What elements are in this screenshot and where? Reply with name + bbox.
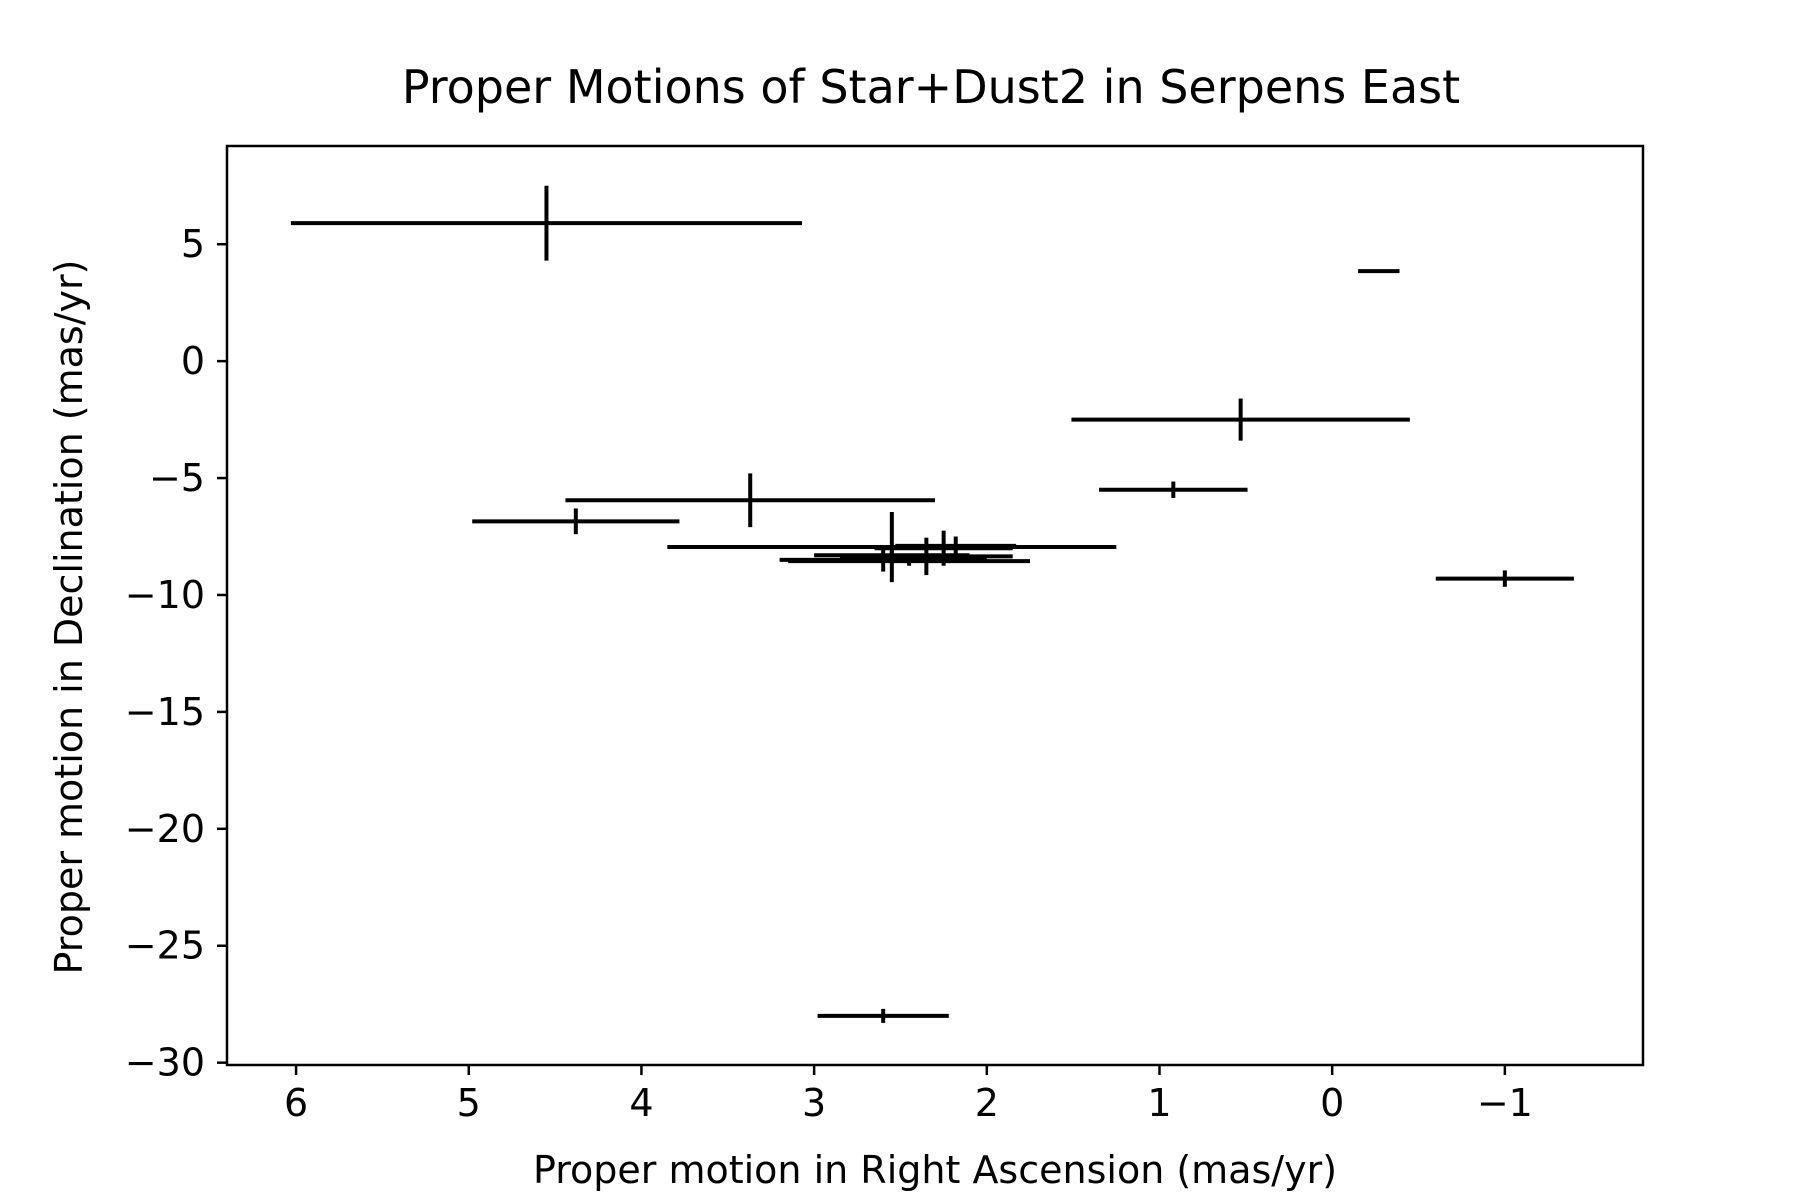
x-tick-label: 4 — [629, 1081, 653, 1125]
x-axis-label: Proper motion in Right Ascension (mas/yr… — [533, 1148, 1337, 1192]
data-point — [472, 508, 680, 535]
chart-title: Proper Motions of Star+Dust2 in Serpens … — [402, 60, 1460, 114]
x-axis: 6 5 4 3 2 1 0 −1 — [284, 1065, 1533, 1125]
data-point — [814, 550, 970, 560]
y-axis: 5 0 −5 −10 −15 −20 −25 −30 — [125, 222, 227, 1085]
y-tick-label: 0 — [181, 339, 205, 383]
data-point — [895, 536, 1017, 556]
x-tick-label: 0 — [1320, 1081, 1344, 1125]
y-tick-label: −25 — [125, 924, 205, 968]
x-tick-label: 6 — [284, 1081, 308, 1125]
y-tick-label: −15 — [125, 690, 205, 734]
data-point — [1099, 481, 1248, 498]
y-tick-label: −5 — [149, 456, 205, 500]
data-point — [290, 185, 803, 261]
data-point — [565, 473, 935, 528]
y-tick-label: −10 — [125, 573, 205, 617]
data-point — [817, 1008, 949, 1023]
y-tick-label: −30 — [125, 1041, 205, 1085]
data-point — [1071, 398, 1410, 441]
data-point — [1435, 570, 1574, 587]
x-tick-label: 2 — [975, 1081, 999, 1125]
y-tick-label: −20 — [125, 807, 205, 851]
x-tick-label: 1 — [1147, 1081, 1171, 1125]
x-tick-label: −1 — [1477, 1081, 1533, 1125]
x-tick-label: 5 — [457, 1081, 481, 1125]
x-tick-label: 3 — [802, 1081, 826, 1125]
y-tick-label: 5 — [181, 222, 205, 266]
data-point — [779, 548, 987, 572]
y-axis-label: Proper motion in Declination (mas/yr) — [47, 260, 91, 975]
plot-content — [290, 185, 1574, 1023]
plot-frame — [225, 144, 1645, 1067]
